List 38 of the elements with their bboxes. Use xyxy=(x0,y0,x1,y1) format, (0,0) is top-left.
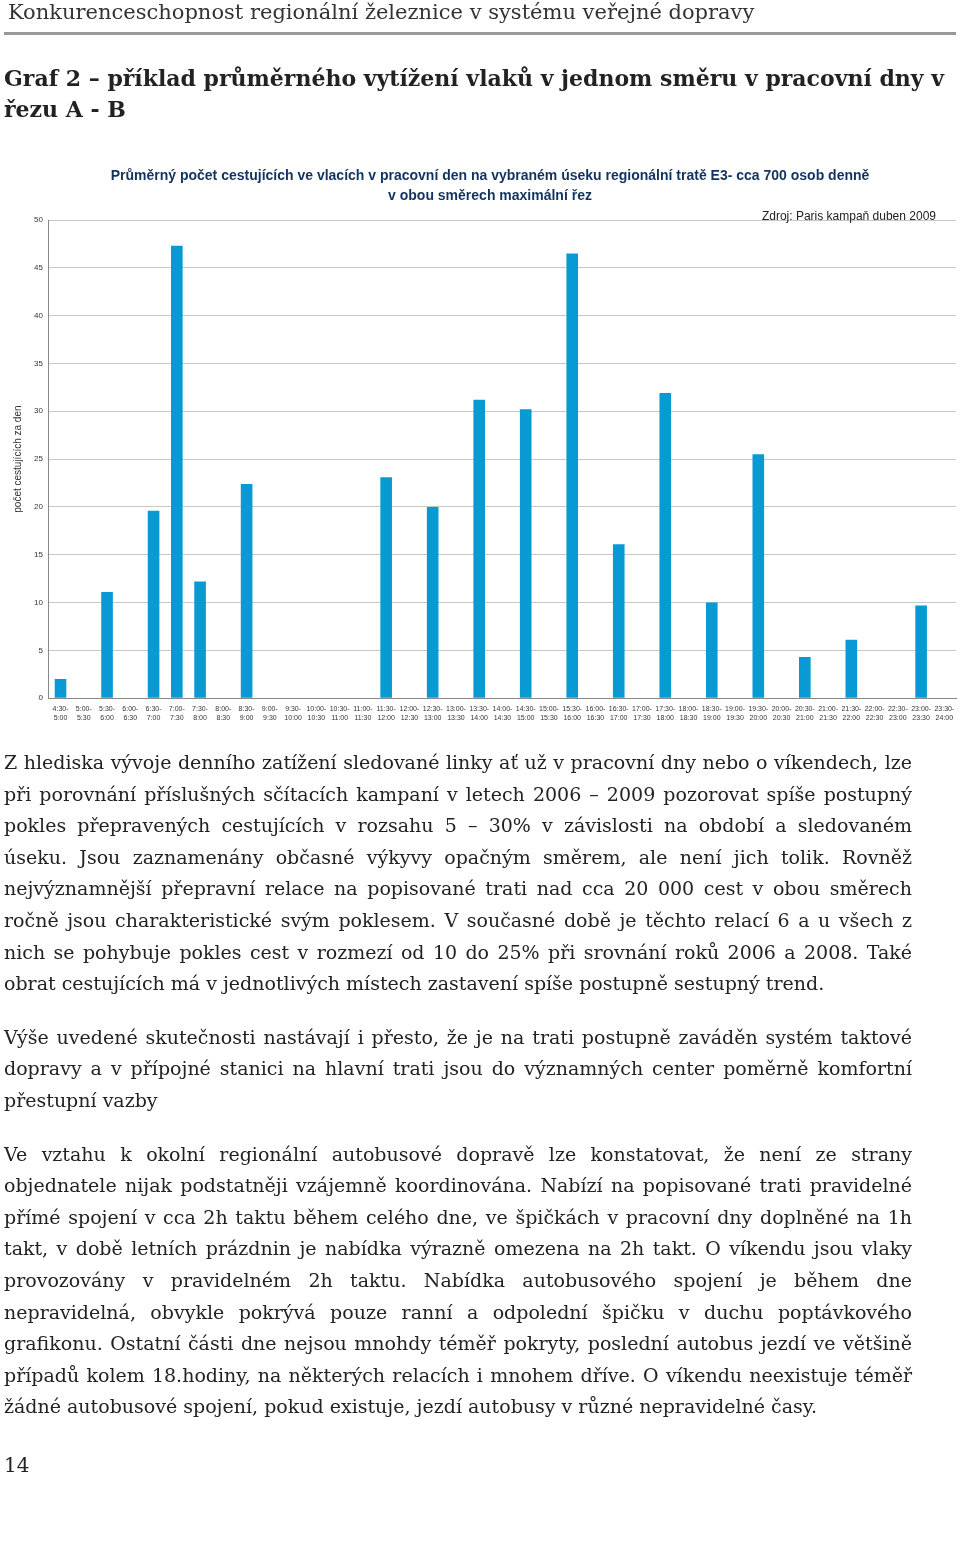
chart-subtitle: Průměrný počet cestujících ve vlacích v pracovní den na vybraném úseku regionální tratě E3- cca 700 osob denně v obou směrech maximální řez xyxy=(110,166,870,205)
bar xyxy=(659,393,672,698)
text: Z hlediska vývoje denního zatížení sledované linky ať už v pracovní dny nebo o víkendech, lze při porovnání příslušných sčítacích kampaní v letech 2006 – 2009 pozorovat spíše postupný pokles přepravených cestujících v rozsahu 5 – 30% v závislosti na období a sledovaném úseku. Jsou zaznamenány občasné výkyvy opačným směrem, ale není jich tolik. Rovněž nejvýznamnější přepravní relace na popisované trati nad cca 20 000 cest v obou směrech ročně jsou charakteristické svým poklesem. V současné době je těchto relací 6 a u všech z nich se pohybuje pokles cest v rozmezí od 10 do 25% při srovnání roků 2006 a 2008. Také obrat cestujících má v jednotlivých místech zastavení spíše postupně sestupný trend. xyxy=(4,750,913,997)
bar xyxy=(799,657,811,698)
bar xyxy=(147,510,160,698)
bar xyxy=(915,605,927,698)
bar xyxy=(473,399,486,698)
bar xyxy=(566,253,579,698)
bar xyxy=(845,639,858,698)
bar xyxy=(426,506,439,698)
text: Výše uvedené skutečnosti nastávají i přesto, že je na trati postupně zaváděn systém taktové dopravy a v přípojné stanici na hlavní trati jsou do významných center poměrně komfortní přestupní vazby xyxy=(4,1024,913,1113)
y-tick-label: 5 xyxy=(38,645,44,655)
y-tick-label: 25 xyxy=(33,454,44,464)
y-tick-label: 50 xyxy=(33,215,44,225)
y-tick-label: 10 xyxy=(33,597,44,607)
bar xyxy=(752,454,765,698)
annotation: Zdroj: Paris kampaň duben 2009 xyxy=(761,209,936,223)
text: Konkurenceschopnost regionální železnice v systému veřejné dopravy xyxy=(4,0,956,35)
bar xyxy=(705,602,718,698)
bar xyxy=(171,245,183,698)
y-tick-label: 20 xyxy=(33,502,44,512)
bar xyxy=(240,483,253,698)
bar xyxy=(101,592,113,698)
y-tick-label: 35 xyxy=(33,358,44,368)
text: 14 xyxy=(4,1452,31,1477)
y-tick-label: 0 xyxy=(38,693,44,703)
y-tick-label: 45 xyxy=(33,263,44,273)
bar xyxy=(54,679,67,698)
bar xyxy=(194,581,206,698)
y-tick-label: 30 xyxy=(33,406,44,416)
bar xyxy=(612,544,625,698)
bar xyxy=(519,409,532,698)
chart-title: Graf 2 – příklad průměrného vytížení vlaků v jednom směru v pracovní dny v řezu A - B xyxy=(4,64,946,124)
y-tick-label: 40 xyxy=(33,310,44,320)
bar xyxy=(380,477,392,698)
y-tick-label: 15 xyxy=(33,549,44,559)
text: Ve vztahu k okolní regionální autobusové dopravě lze konstatovat, že není ze strany objednatele nijak podstatněji vzájemně koordinována. Nabízí na popisované trati pravidelné přímé spojení v cca 2h taktu během celého dne, ve špičkách v pracovní dny doplněné na 1h takt, v době letních prázdnin je nabídka výrazně omezena na 2h takt. O víkendu jsou vlaky provozovány v pravidelném 2h taktu. Nabídka autobusového spojení je během dne nepravidelná, obvykle pokrývá pouze ranní a odpolední špičku v duchu poptávkového grafikonu. Ostatní části dne nejsou mnohdy téměř pokryty, poslední autobus jezdí ve většině případů kolem 18.hodiny, na některých relacích i mnohem dříve. O víkendu neexistuje téměř žádné autobusové spojení, pokud existuje, jezdí autobusy v různé nepravidelné časy. xyxy=(4,1142,912,1418)
y-axis-title: počet cestujících za den xyxy=(11,405,23,513)
